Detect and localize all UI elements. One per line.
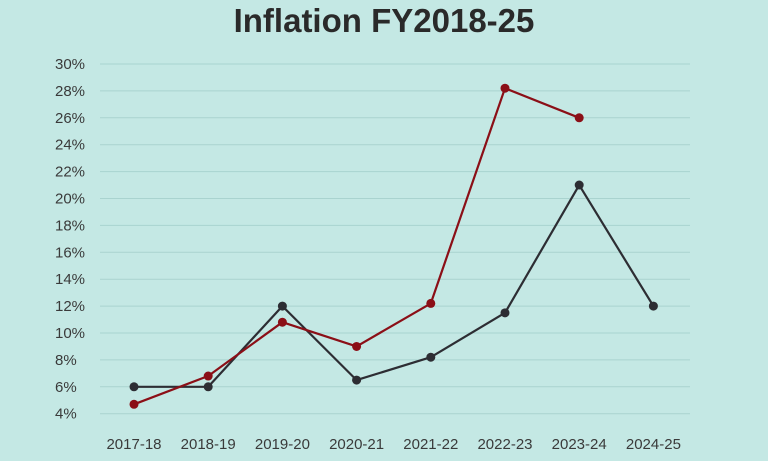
series-line-1: [134, 184, 655, 388]
y-tick-label: 26%: [55, 110, 85, 127]
data-point: [500, 83, 510, 93]
y-tick-label: 18%: [55, 217, 85, 234]
series-line-2: [133, 87, 580, 406]
x-tick-label: 2017-18: [106, 436, 161, 453]
x-tick-label: 2021-22: [403, 436, 458, 453]
y-tick-label: 28%: [55, 83, 85, 100]
x-tick-label: 2024-25: [626, 436, 681, 453]
y-tick-label: 14%: [55, 271, 85, 288]
y-tick-label: 8%: [55, 352, 77, 369]
data-point: [277, 317, 287, 327]
data-point: [574, 113, 584, 123]
y-tick-label: 22%: [55, 164, 85, 181]
x-tick-label: 2022-23: [477, 436, 532, 453]
data-point: [574, 180, 584, 190]
data-point: [352, 341, 362, 351]
chart-title: Inflation FY2018-25: [233, 2, 535, 39]
x-tick-label: 2019-20: [255, 436, 310, 453]
data-point: [648, 301, 658, 311]
data-point: [426, 298, 436, 308]
y-tick-label: 10%: [55, 325, 85, 342]
data-point: [500, 308, 510, 318]
data-point: [129, 382, 139, 392]
data-point: [203, 371, 213, 381]
data-point: [129, 399, 139, 409]
y-tick-label: 4%: [55, 406, 77, 423]
x-tick-label: 2020-21: [329, 436, 384, 453]
y-tick-label: 24%: [55, 137, 85, 154]
data-point: [426, 352, 436, 362]
y-tick-label: 20%: [55, 191, 85, 208]
y-tick-label: 16%: [55, 244, 85, 261]
data-point: [352, 375, 362, 385]
x-tick-label: 2018-19: [181, 436, 236, 453]
y-tick-label: 12%: [55, 298, 85, 315]
data-point: [277, 301, 287, 311]
y-tick-label: 30%: [55, 56, 85, 73]
data-point: [203, 382, 213, 392]
x-tick-label: 2023-24: [552, 436, 607, 453]
y-tick-label: 6%: [55, 379, 77, 396]
